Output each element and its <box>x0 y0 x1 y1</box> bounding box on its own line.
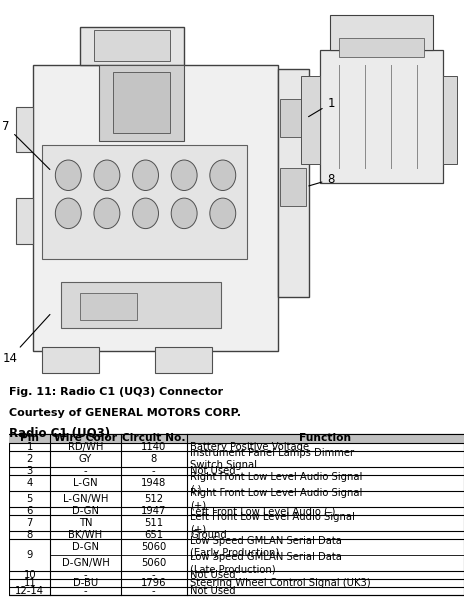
Text: -: - <box>84 570 87 580</box>
Text: D-GN: D-GN <box>72 506 99 516</box>
Text: Low Speed GMLAN Serial Data
(Late Production): Low Speed GMLAN Serial Data (Late Produc… <box>190 553 342 574</box>
Text: 1947: 1947 <box>141 506 166 516</box>
Text: Right Front Low Level Audio Signal
(-): Right Front Low Level Audio Signal (-) <box>190 472 363 494</box>
Text: 1: 1 <box>309 97 335 116</box>
Text: 8: 8 <box>309 173 335 186</box>
Text: Low Speed GMLAN Serial Data
(Early Production): Low Speed GMLAN Serial Data (Early Produ… <box>190 536 342 558</box>
Bar <box>42 347 99 373</box>
Text: Battery Positive Voltage: Battery Positive Voltage <box>190 442 309 452</box>
Text: Right Front Low Level Audio Signal
(+): Right Front Low Level Audio Signal (+) <box>190 488 363 510</box>
Text: 512: 512 <box>144 494 163 504</box>
Text: 1140: 1140 <box>141 442 166 452</box>
Bar <box>113 73 170 133</box>
Ellipse shape <box>210 160 236 191</box>
Bar <box>61 282 221 328</box>
Bar <box>280 167 306 206</box>
Text: Ground: Ground <box>190 530 227 540</box>
Text: Left Front Low Level Audio (-): Left Front Low Level Audio (-) <box>190 506 336 516</box>
Text: 12-14: 12-14 <box>16 586 44 596</box>
Text: GY: GY <box>79 454 92 464</box>
Text: 5: 5 <box>27 494 33 504</box>
Text: 11: 11 <box>24 578 36 588</box>
Ellipse shape <box>56 160 81 191</box>
Text: 651: 651 <box>144 530 163 540</box>
Text: 6: 6 <box>27 506 33 516</box>
Text: Not Used: Not Used <box>190 466 236 476</box>
Bar <box>94 31 170 61</box>
Text: 10: 10 <box>24 570 36 580</box>
Text: -: - <box>84 466 87 476</box>
Ellipse shape <box>94 198 120 229</box>
Text: D-GN/WH: D-GN/WH <box>62 558 109 568</box>
Ellipse shape <box>171 198 197 229</box>
Text: 9: 9 <box>27 550 33 560</box>
Ellipse shape <box>133 160 159 191</box>
Text: -: - <box>152 466 155 476</box>
Bar <box>443 76 457 164</box>
Text: 8: 8 <box>27 530 33 540</box>
Text: 7: 7 <box>27 518 33 528</box>
Bar <box>280 99 306 137</box>
Text: 3: 3 <box>27 466 33 476</box>
Text: 2: 2 <box>27 454 33 464</box>
Ellipse shape <box>210 198 236 229</box>
Text: Courtesy of GENERAL MOTORS CORP.: Courtesy of GENERAL MOTORS CORP. <box>9 408 242 418</box>
Text: L-GN/WH: L-GN/WH <box>63 494 108 504</box>
Text: 5060: 5060 <box>141 558 166 568</box>
Text: Not Used: Not Used <box>190 570 236 580</box>
Text: Left Front Low Level Audio Signal
(+): Left Front Low Level Audio Signal (+) <box>190 512 355 534</box>
Bar <box>16 107 33 152</box>
Text: D-GN: D-GN <box>72 542 99 552</box>
Text: 511: 511 <box>144 518 163 528</box>
Text: Instrument Panel Lamps Dimmer
Switch Signal: Instrument Panel Lamps Dimmer Switch Sig… <box>190 448 355 470</box>
Text: 4: 4 <box>27 478 33 488</box>
Text: Fig. 11: Radio C1 (UQ3) Connector: Fig. 11: Radio C1 (UQ3) Connector <box>9 388 224 397</box>
Text: -: - <box>152 586 155 596</box>
Text: 8: 8 <box>151 454 157 464</box>
Text: 1796: 1796 <box>141 578 166 588</box>
Text: Wire Color: Wire Color <box>54 433 117 443</box>
Text: -: - <box>84 586 87 596</box>
Bar <box>339 38 424 57</box>
Bar <box>320 50 443 183</box>
Bar <box>99 65 184 141</box>
Text: Not Used: Not Used <box>190 586 236 596</box>
Text: Function: Function <box>299 433 351 443</box>
Ellipse shape <box>94 160 120 191</box>
Bar <box>16 198 33 244</box>
Text: 1: 1 <box>27 442 33 452</box>
Bar <box>9 434 464 443</box>
Text: Radio C1 (UQ3): Radio C1 (UQ3) <box>9 427 111 440</box>
Text: -: - <box>152 570 155 580</box>
Bar <box>330 15 433 50</box>
Bar <box>278 68 309 297</box>
Text: BK/WH: BK/WH <box>68 530 103 540</box>
Text: D-BU: D-BU <box>73 578 98 588</box>
Bar <box>80 293 137 320</box>
Text: 5060: 5060 <box>141 542 166 552</box>
Bar <box>301 76 320 164</box>
Text: Steering Wheel Control Signal (UK3): Steering Wheel Control Signal (UK3) <box>190 578 371 588</box>
Text: Circuit No.: Circuit No. <box>122 433 186 443</box>
Text: 1948: 1948 <box>141 478 166 488</box>
Text: TN: TN <box>79 518 92 528</box>
Ellipse shape <box>171 160 197 191</box>
Bar <box>42 145 247 259</box>
Text: 14: 14 <box>2 314 50 365</box>
Ellipse shape <box>56 198 81 229</box>
Ellipse shape <box>133 198 159 229</box>
Text: RD/WH: RD/WH <box>68 442 103 452</box>
Text: L-GN: L-GN <box>73 478 98 488</box>
Text: Pin: Pin <box>20 433 40 443</box>
Bar <box>33 65 278 350</box>
Bar <box>80 26 184 65</box>
Bar <box>155 347 212 373</box>
Text: 7: 7 <box>2 119 50 169</box>
